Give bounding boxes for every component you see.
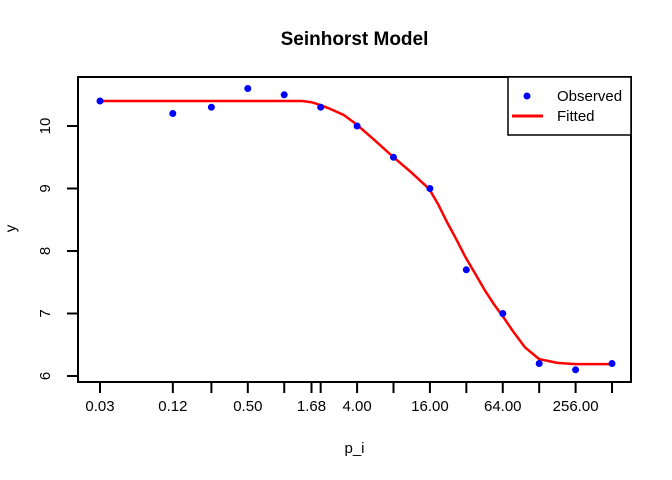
observed-point: [390, 153, 397, 161]
observed-point: [608, 360, 616, 367]
observed-point: [169, 110, 177, 117]
legend-label-observed: Observed: [557, 88, 622, 105]
legend-box: [507, 76, 632, 136]
y-axis-label: y: [2, 224, 20, 233]
legend-label-fitted: Fitted: [557, 108, 595, 125]
x-tick-label: 0.50: [233, 398, 262, 415]
observed-point: [535, 360, 543, 367]
observed-point: [462, 266, 470, 274]
y-tick-label: 8: [37, 247, 54, 255]
x-tick-label: 16.00: [411, 398, 449, 415]
x-axis-label: p_i: [344, 440, 365, 457]
observed-point: [426, 185, 434, 192]
observed-point: [207, 103, 215, 111]
observed-point: [244, 85, 252, 92]
y-tick-label: 7: [37, 309, 54, 317]
plot-box: [77, 76, 632, 383]
x-tick-label: 4.00: [342, 398, 371, 415]
y-tick-label: 9: [37, 184, 54, 192]
y-tick-label: 10: [37, 118, 54, 135]
legend-observed-marker: [523, 92, 531, 100]
x-tick-label: 1.68: [297, 398, 326, 415]
observed-point: [317, 103, 325, 111]
chart-title: Seinhorst Model: [280, 29, 429, 50]
observed-point: [499, 310, 507, 317]
x-tick-label: 0.12: [158, 398, 187, 415]
observed-point: [572, 366, 580, 374]
x-tick-label: 256.00: [553, 398, 599, 415]
observed-point: [96, 97, 104, 105]
observed-point: [353, 122, 361, 130]
observed-point: [280, 91, 288, 99]
y-tick-label: 6: [37, 372, 54, 380]
x-tick-label: 64.00: [484, 398, 522, 415]
fitted-line: [98, 99, 614, 366]
x-tick-label: 0.03: [85, 398, 114, 415]
